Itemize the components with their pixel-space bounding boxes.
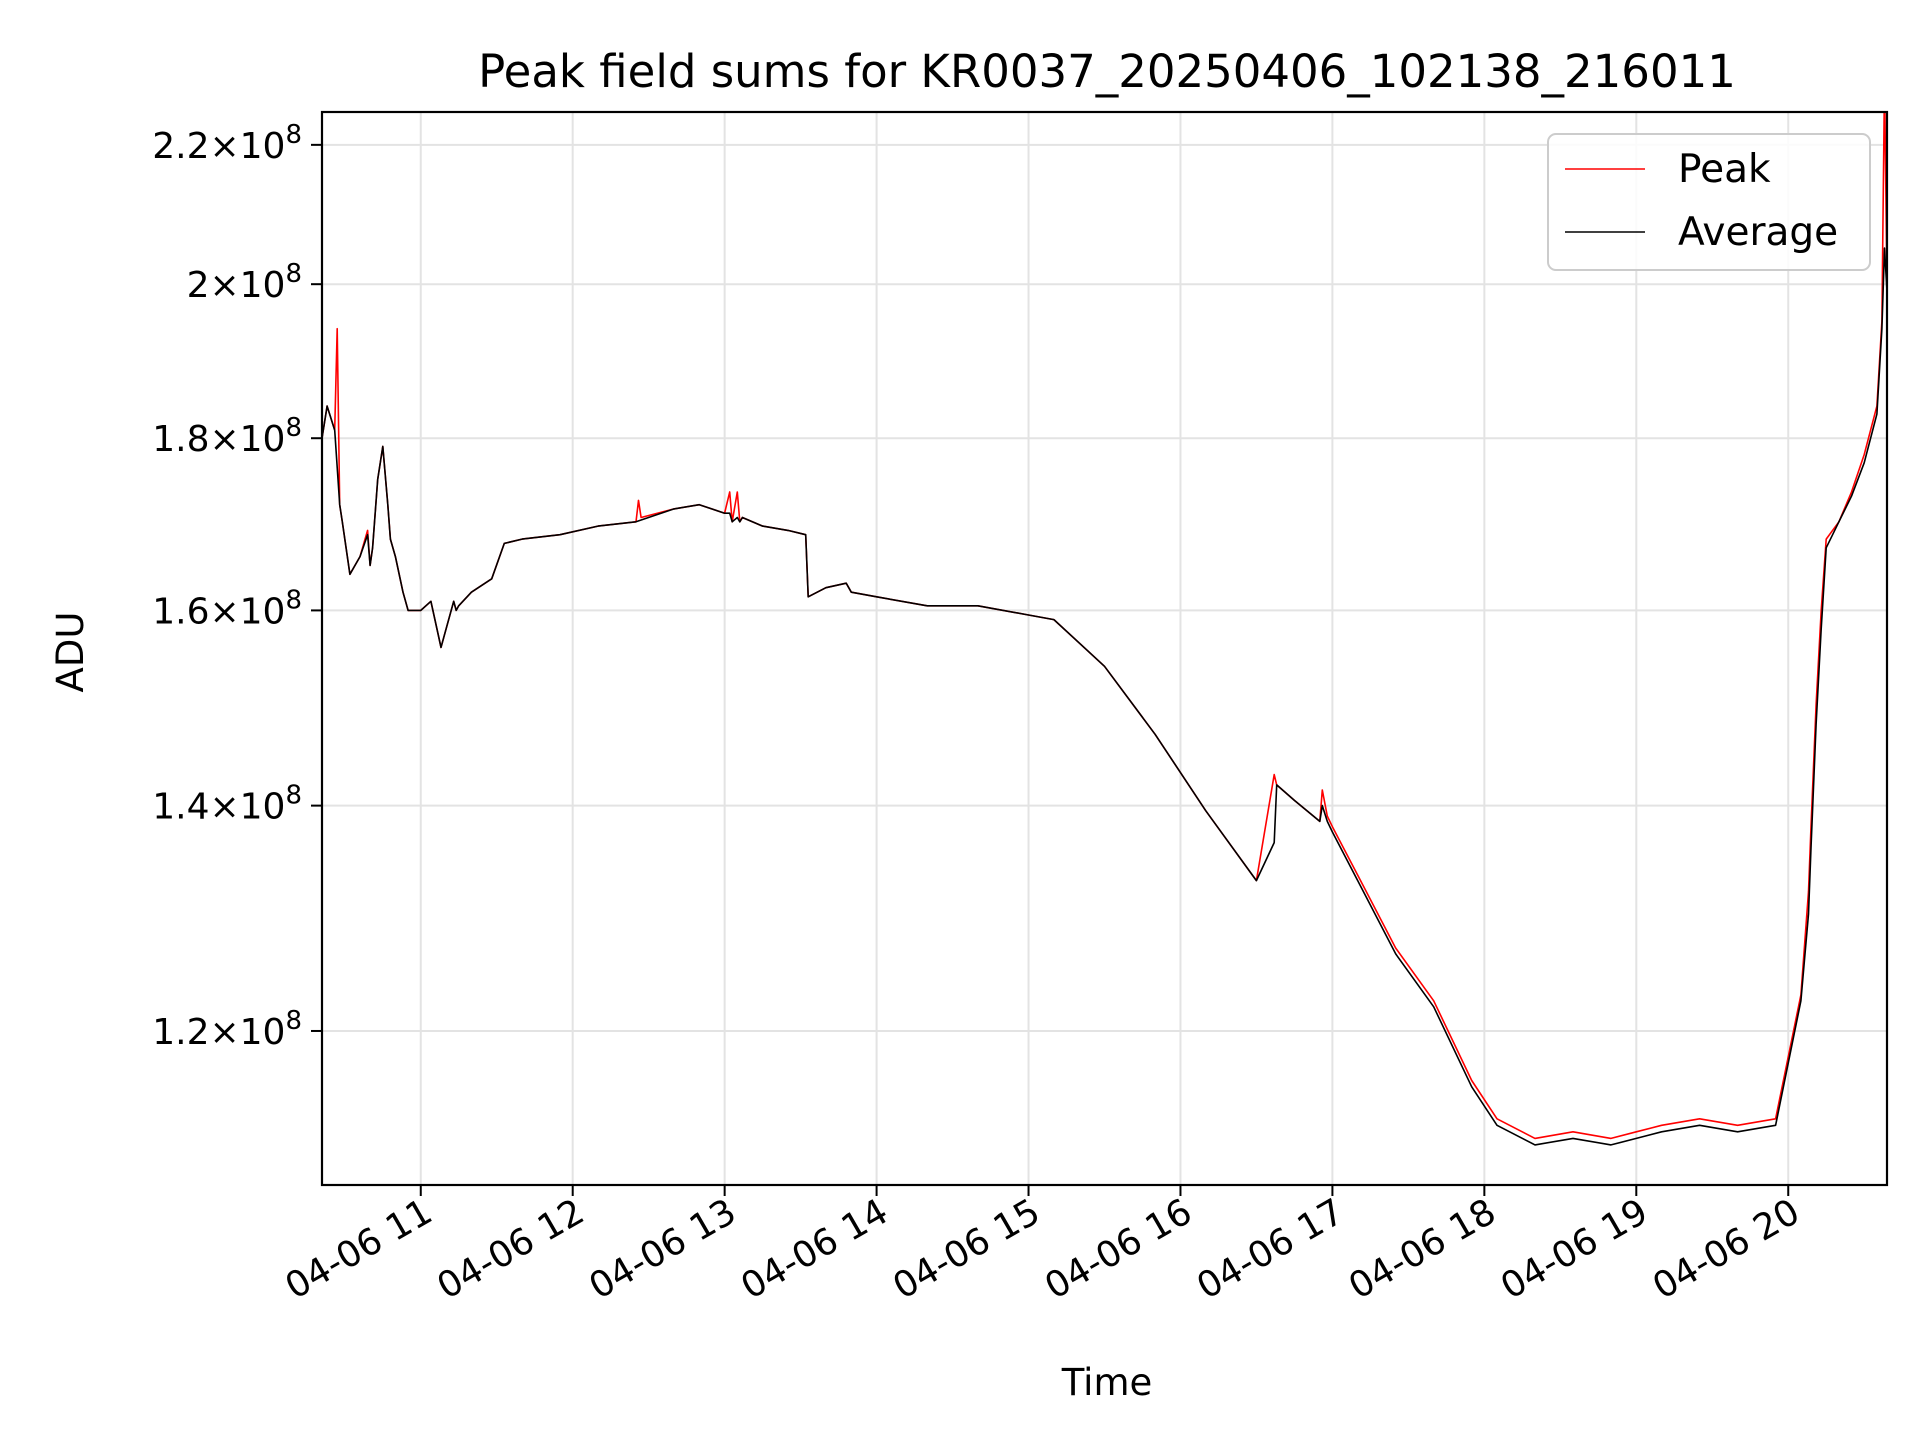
series-lines (322, 112, 1887, 1146)
legend: Peak Average (1547, 133, 1871, 271)
y-tick-label: 1.8×108 (152, 413, 302, 460)
grid (322, 112, 1887, 1185)
y-tick-label: 1.6×108 (152, 585, 302, 632)
y-tick-label: 2×108 (187, 259, 302, 306)
y-axis-ticks: 1.2×108 1.4×108 1.6×108 1.8×108 2×108 2.2×108 (152, 120, 322, 1053)
series-line-average (322, 247, 1887, 1146)
legend-box (1547, 133, 1871, 271)
chart-title: Peak field sums for KR0037_20250406_1021… (478, 45, 1736, 98)
y-axis-label: ADU (49, 612, 92, 693)
plot-frame (320, 110, 1889, 1187)
y-tick-label: 1.4×108 (152, 781, 302, 828)
y-tick-label: 1.2×108 (152, 1006, 302, 1053)
legend-label-average: Average (1678, 210, 1838, 255)
legend-label-peak: Peak (1678, 147, 1771, 192)
x-axis-label: Time (1061, 1361, 1153, 1404)
y-tick-label: 2.2×108 (152, 120, 302, 167)
